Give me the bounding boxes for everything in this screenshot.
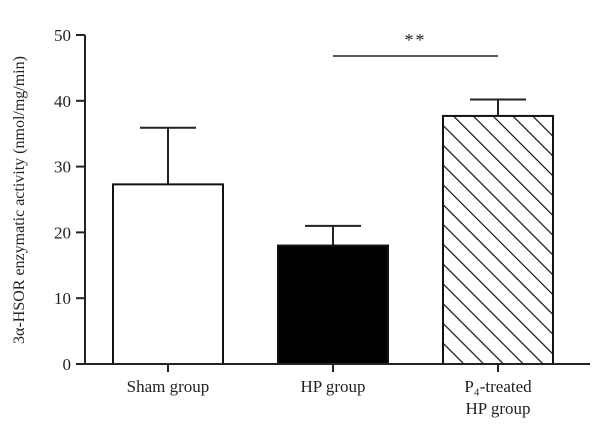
- y-tick-label-50: 50: [54, 26, 71, 45]
- y-tick-label-40: 40: [54, 92, 71, 111]
- x-tick-label-0: Sham group: [127, 377, 210, 396]
- bar-0: [112, 183, 224, 365]
- bars: [112, 114, 554, 365]
- labels: 0 10 20 30 40 50 Sham group HP group P₄-treated H…: [54, 26, 532, 418]
- bar-1: [277, 244, 389, 365]
- significance-label: **: [405, 30, 427, 50]
- error-bar-2: [470, 98, 526, 116]
- y-tick-label-30: 30: [54, 158, 71, 177]
- x-tick-label-1: HP group: [300, 377, 365, 396]
- y-tick-label-20: 20: [54, 223, 71, 242]
- error-bar-0: [140, 126, 196, 185]
- y-tick-label-0: 0: [63, 355, 72, 374]
- y-tick-label-10: 10: [54, 289, 71, 308]
- x-tick-label-2-line-1: HP group: [465, 399, 530, 418]
- error-bars: [140, 98, 526, 246]
- x-tick-label-2: P₄-treated: [464, 377, 532, 396]
- bar-2: [442, 114, 554, 365]
- error-bar-1: [305, 224, 361, 246]
- y-axis-title: 3α-HSOR enzymatic activity (nmol/mg/min): [11, 56, 28, 344]
- axes: [76, 34, 590, 372]
